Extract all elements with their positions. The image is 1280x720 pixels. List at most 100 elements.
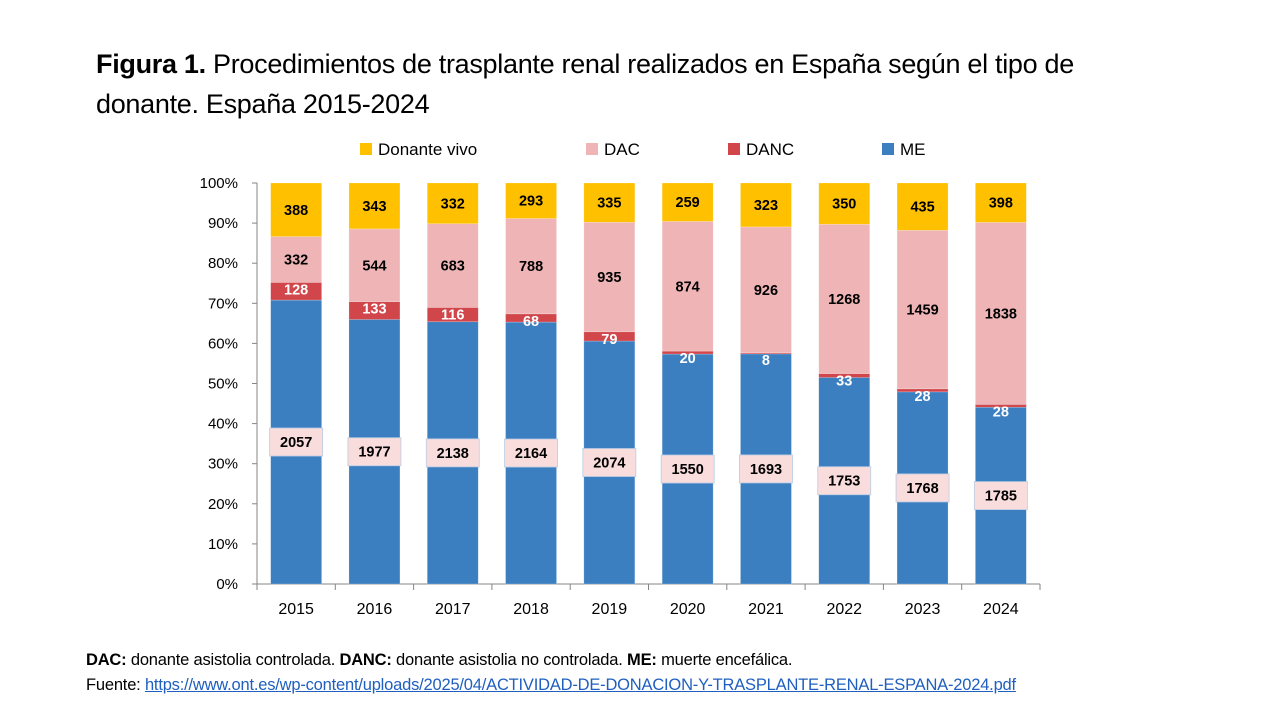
data-label: 388 <box>284 203 308 219</box>
data-label: 79 <box>601 332 617 348</box>
x-tick-label: 2020 <box>670 601 706 618</box>
footnote: DAC: donante asistolia controlada. DANC:… <box>86 648 1016 698</box>
data-label-box <box>817 466 872 496</box>
y-tick-label: 60% <box>208 335 238 352</box>
data-label-box <box>973 481 1028 511</box>
data-label-box <box>347 437 402 467</box>
data-label-box <box>739 454 793 484</box>
data-label-box <box>582 448 637 477</box>
y-tick-label: 100% <box>200 175 238 192</box>
data-label: 683 <box>441 259 465 275</box>
figure-caption: Procedimientos de trasplante renal reali… <box>96 49 1074 119</box>
bar-segment-dac <box>348 228 401 302</box>
x-tick-label: 2017 <box>435 601 471 618</box>
data-label-box <box>269 427 324 457</box>
legend-swatch <box>586 143 598 155</box>
bar-segment-dac <box>426 223 479 308</box>
data-label: 323 <box>754 198 778 214</box>
bar-segment-donante-vivo <box>348 182 401 230</box>
data-label: 350 <box>832 197 856 213</box>
data-label-box <box>895 473 950 503</box>
bar-segment-dac <box>661 221 714 352</box>
data-label: 2074 <box>593 456 625 472</box>
abbreviations-line: DAC: donante asistolia controlada. DANC:… <box>86 648 1016 673</box>
legend-label: ME <box>900 140 926 159</box>
data-label: 1977 <box>358 445 390 461</box>
bar-segment-donante-vivo <box>818 182 871 225</box>
source-line: Fuente: https://www.ont.es/wp-content/up… <box>86 673 1016 698</box>
data-label: 116 <box>441 308 464 324</box>
data-label: 28 <box>993 404 1009 420</box>
bar-segment-dac <box>896 229 949 390</box>
data-label: 335 <box>597 196 621 212</box>
data-label: 133 <box>362 302 386 318</box>
legend-label: DANC <box>746 140 794 159</box>
x-tick-label: 2019 <box>592 601 628 618</box>
data-label: 20 <box>680 351 696 367</box>
abbr-me-term: ME: <box>627 651 657 669</box>
data-label-box <box>425 438 480 468</box>
data-label: 259 <box>676 195 700 211</box>
data-label: 544 <box>362 258 386 274</box>
x-tick-label: 2024 <box>983 601 1019 618</box>
data-label: 788 <box>519 259 543 275</box>
abbr-me-def: muerte encefálica. <box>656 651 793 669</box>
bar-segment-donante-vivo <box>505 182 557 219</box>
figure-title: Figura 1. Procedimientos de trasplante r… <box>96 44 1176 124</box>
bar-segment-dac <box>505 218 557 315</box>
x-tick-label: 2023 <box>905 601 941 618</box>
bar-segment-donante-vivo <box>583 182 636 223</box>
bar-segment-donante-vivo <box>661 182 714 222</box>
legend-label: DAC <box>604 140 640 159</box>
source-label: Fuente: <box>86 676 145 694</box>
legend-swatch <box>728 143 740 155</box>
data-label: 8 <box>762 353 770 369</box>
legend-label: Donante vivo <box>378 140 477 159</box>
data-label: 398 <box>989 196 1013 212</box>
data-label: 28 <box>914 389 930 405</box>
data-label: 1785 <box>985 489 1017 505</box>
bar-segment-donante-vivo <box>975 182 1027 223</box>
data-label: 1268 <box>828 292 860 308</box>
figure-number: Figura 1. <box>96 49 206 79</box>
bar-segment-dac <box>975 222 1027 405</box>
data-label: 2164 <box>515 446 547 462</box>
bar-segment-donante-vivo <box>740 182 792 228</box>
y-tick-label: 0% <box>216 576 238 593</box>
y-tick-label: 90% <box>208 215 238 232</box>
y-tick-label: 70% <box>208 295 238 312</box>
data-label: 435 <box>910 200 934 216</box>
abbr-dac-term: DAC: <box>86 651 127 669</box>
x-tick-label: 2018 <box>513 601 549 618</box>
data-label: 2057 <box>280 435 312 451</box>
bar-segment-dac <box>583 221 636 333</box>
y-tick-label: 50% <box>208 376 238 393</box>
x-tick-label: 2022 <box>826 601 862 618</box>
data-label: 1768 <box>906 481 938 497</box>
bar-segment-dac <box>740 226 792 354</box>
abbr-danc-term: DANC: <box>339 651 392 669</box>
data-label: 128 <box>284 282 308 298</box>
data-label: 1550 <box>672 462 704 478</box>
y-tick-label: 30% <box>208 456 238 473</box>
data-label: 293 <box>519 194 543 210</box>
data-label-box <box>660 454 715 484</box>
y-tick-label: 20% <box>208 496 238 513</box>
data-label: 1459 <box>906 303 938 319</box>
y-tick-label: 10% <box>208 536 238 553</box>
data-label: 1693 <box>750 462 782 478</box>
y-tick-label: 40% <box>208 416 238 433</box>
data-label: 332 <box>441 196 465 212</box>
data-label: 332 <box>284 252 308 268</box>
data-label: 68 <box>523 314 539 330</box>
legend-swatch <box>882 143 894 155</box>
data-label-box <box>504 438 558 468</box>
data-label: 33 <box>836 374 852 390</box>
data-label: 343 <box>362 199 386 215</box>
data-label: 2138 <box>437 446 469 462</box>
data-label: 874 <box>676 279 700 295</box>
data-label: 926 <box>754 283 778 299</box>
source-link[interactable]: https://www.ont.es/wp-content/uploads/20… <box>144 676 1016 694</box>
x-tick-label: 2015 <box>278 601 314 618</box>
